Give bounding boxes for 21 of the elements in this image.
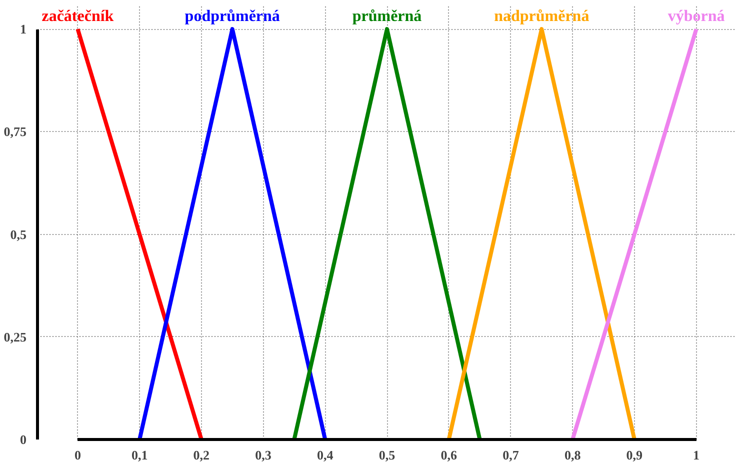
x-tick-label: 1 — [693, 448, 700, 462]
series-label: průměrná — [352, 8, 422, 26]
x-tick-label: 0,8 — [564, 448, 582, 462]
x-tick-label: 0,1 — [131, 448, 148, 462]
x-tick-label: 0,7 — [502, 448, 520, 462]
y-tick-label: 0,25 — [4, 329, 27, 344]
x-tick-label: 0,6 — [440, 448, 458, 462]
x-tick-label: 0 — [74, 448, 81, 462]
y-tick-label: 0,75 — [4, 124, 27, 140]
y-tick-label: 0,5 — [10, 226, 27, 242]
x-tick-label: 0,3 — [255, 448, 272, 462]
series-label: začátečník — [42, 8, 114, 26]
series-label: výborná — [668, 8, 725, 26]
y-tick-label: 1 — [20, 22, 26, 37]
series-label: podprůměrná — [184, 8, 280, 26]
y-tick-label: 0 — [20, 432, 26, 447]
x-tick-label: 0,2 — [193, 448, 210, 462]
x-tick-label: 0,9 — [626, 448, 644, 462]
x-tick-label: 0,5 — [378, 448, 396, 462]
series-label: nadprůměrná — [494, 8, 590, 26]
x-tick-label: 0,4 — [317, 448, 334, 462]
